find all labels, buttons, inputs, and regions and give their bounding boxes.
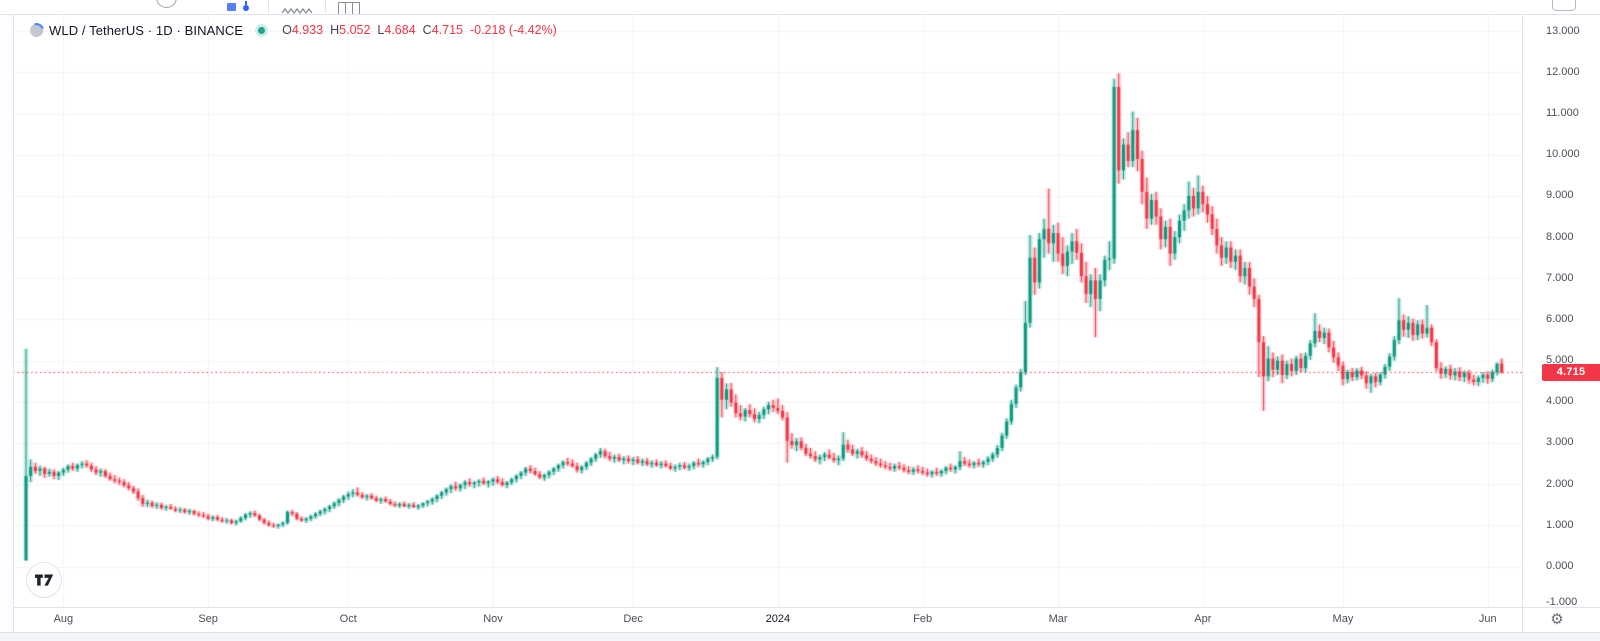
ohlc-l: L4.684	[377, 23, 416, 37]
change-value: -0.218 (-4.42%)	[469, 23, 557, 37]
toolbar-separator	[325, 0, 326, 13]
layout-grid-icon[interactable]	[338, 2, 360, 14]
time-tick-oct: Oct	[339, 613, 357, 625]
price-tick: 7.000	[1546, 271, 1574, 284]
time-tick-dec: Dec	[623, 613, 643, 625]
time-axis-settings-gear-icon[interactable]: ⚙	[1550, 611, 1564, 628]
price-tick: 11.000	[1546, 107, 1579, 120]
time-tick-feb: Feb	[913, 613, 933, 625]
symbol-legend[interactable]: WLD / TetherUS · 1D · BINANCE O4.933 H5.0…	[30, 21, 557, 39]
market-status-dot[interactable]	[255, 23, 269, 37]
alert-blue-icon[interactable]	[227, 3, 236, 11]
price-tick: 1.000	[1546, 518, 1574, 531]
price-axis[interactable]: 13.000 12.000 11.000 10.000 9.000 8.000 7.000 6…	[1523, 14, 1600, 607]
price-tick: 8.000	[1546, 230, 1574, 243]
price-tick: 6.000	[1546, 312, 1574, 325]
panel-toggle-icon[interactable]	[1552, 0, 1576, 11]
time-tick-2024: 2024	[765, 613, 791, 625]
toolbar-separator	[268, 0, 269, 13]
price-tick: 5.000	[1546, 354, 1574, 367]
pane-bottom-border	[13, 607, 1600, 608]
time-tick-aug: Aug	[53, 613, 74, 625]
price-tick: 13.000	[1546, 24, 1580, 37]
last-price-label: 4.715	[1542, 363, 1600, 381]
price-tick: 3.000	[1546, 436, 1574, 449]
time-tick-jun: Jun	[1478, 613, 1497, 625]
window-bottom-border	[0, 632, 1600, 633]
time-tick-may: May	[1332, 613, 1354, 625]
ohlc-h: H5.052	[330, 23, 371, 37]
symbol-title[interactable]: WLD / TetherUS · 1D · BINANCE	[49, 22, 244, 38]
price-tick: 10.000	[1546, 148, 1580, 161]
bottom-strip	[0, 633, 1600, 641]
clock-circle-icon[interactable]	[156, 0, 177, 8]
worldcoin-symbol-logo-icon[interactable]	[30, 23, 43, 37]
top-toolbar	[0, 0, 1600, 15]
price-axis-border	[1522, 14, 1523, 632]
price-tick: 0.000	[1546, 560, 1574, 572]
tradingview-logo[interactable]	[26, 562, 62, 598]
ohlc-values[interactable]: O4.933 H5.052 L4.684 C4.715 -0.218 (-4.42%)	[282, 23, 557, 37]
compare-zigzag-icon[interactable]	[281, 2, 313, 14]
time-tick-mar: Mar	[1048, 613, 1068, 625]
time-tick-nov: Nov	[483, 613, 503, 625]
left-gutter	[0, 14, 14, 632]
tradingview-logo-glyph	[34, 573, 53, 586]
price-tick: -1.000	[1546, 596, 1578, 608]
pin-blue-icon[interactable]	[243, 1, 249, 11]
candlestick-chart-canvas[interactable]	[13, 14, 1522, 607]
market-status-dot-core	[258, 26, 266, 34]
price-tick: 4.000	[1546, 395, 1574, 408]
time-tick-sep: Sep	[198, 613, 218, 625]
time-tick-apr: Apr	[1194, 613, 1212, 625]
price-tick: 2.000	[1546, 477, 1574, 490]
price-tick: 9.000	[1546, 189, 1574, 202]
ohlc-o: O4.933	[282, 23, 324, 37]
time-axis[interactable]: Aug Sep Oct Nov Dec 2024 Feb Mar Apr May Jun	[13, 608, 1522, 632]
ohlc-c: C4.715	[422, 23, 463, 37]
price-tick: 12.000	[1546, 65, 1580, 78]
